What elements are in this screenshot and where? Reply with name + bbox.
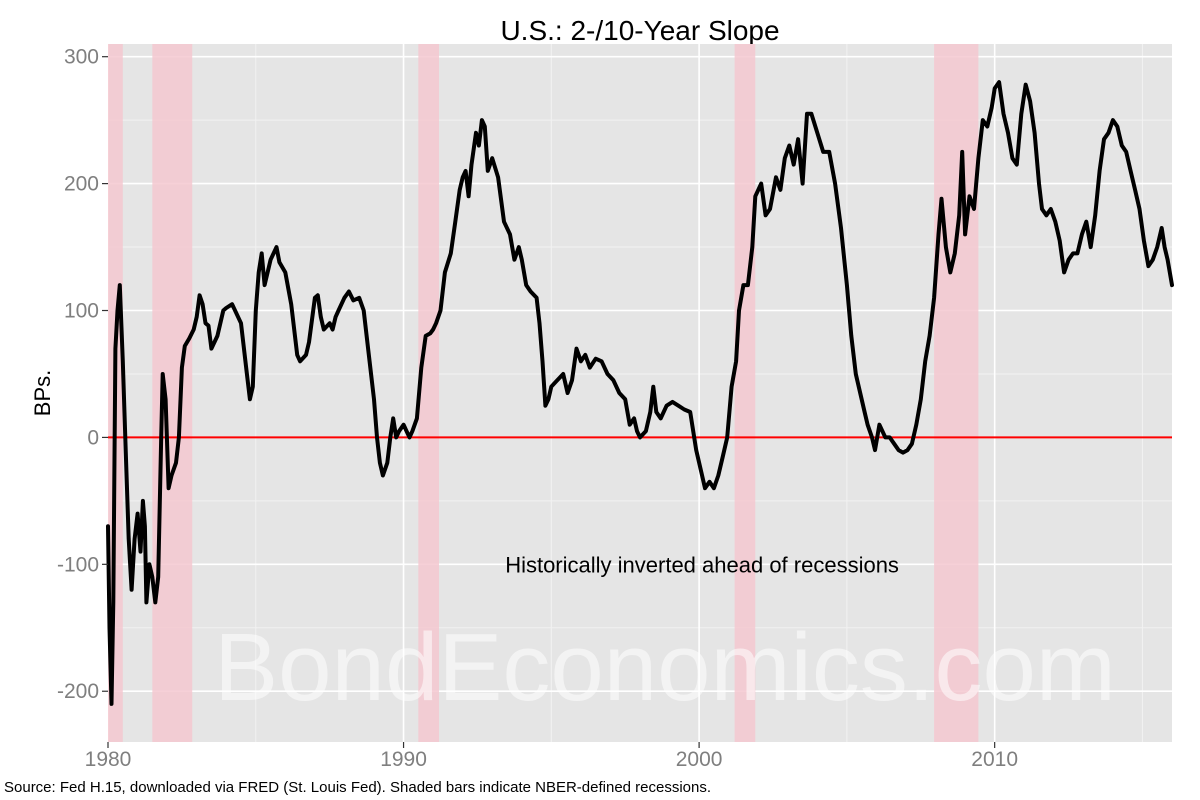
y-tick-label: -200 [57,680,99,703]
y-axis-ticks: -200 -100 0 100 200 300 [57,46,108,703]
recession-band [418,44,440,742]
x-tick-label: 2010 [971,748,1018,771]
y-axis-label: BPs. [30,370,55,416]
recession-band [934,44,979,742]
y-tick-label: 0 [87,426,99,449]
source-caption: Source: Fed H.15, downloaded via FRED (S… [4,779,711,796]
x-tick-label: 1990 [380,748,427,771]
recession-bands [108,44,979,742]
x-tick-label: 2000 [676,748,723,771]
recession-band [152,44,193,742]
x-tick-label: 1980 [85,748,132,771]
recession-band [734,44,756,742]
annotation-text: Historically inverted ahead of recession… [505,552,899,577]
y-tick-label: -100 [57,553,99,576]
y-tick-label: 100 [64,300,99,323]
y-tick-label: 200 [64,173,99,196]
series-line [106,80,1174,706]
x-axis-ticks: 1980 1990 2000 2010 [85,742,1018,771]
y-tick-label: 300 [64,46,99,69]
watermark: BondEconomics.com [214,614,1116,721]
grid-minor [108,44,1172,742]
chart-title: U.S.: 2-/10-Year Slope [500,15,779,46]
